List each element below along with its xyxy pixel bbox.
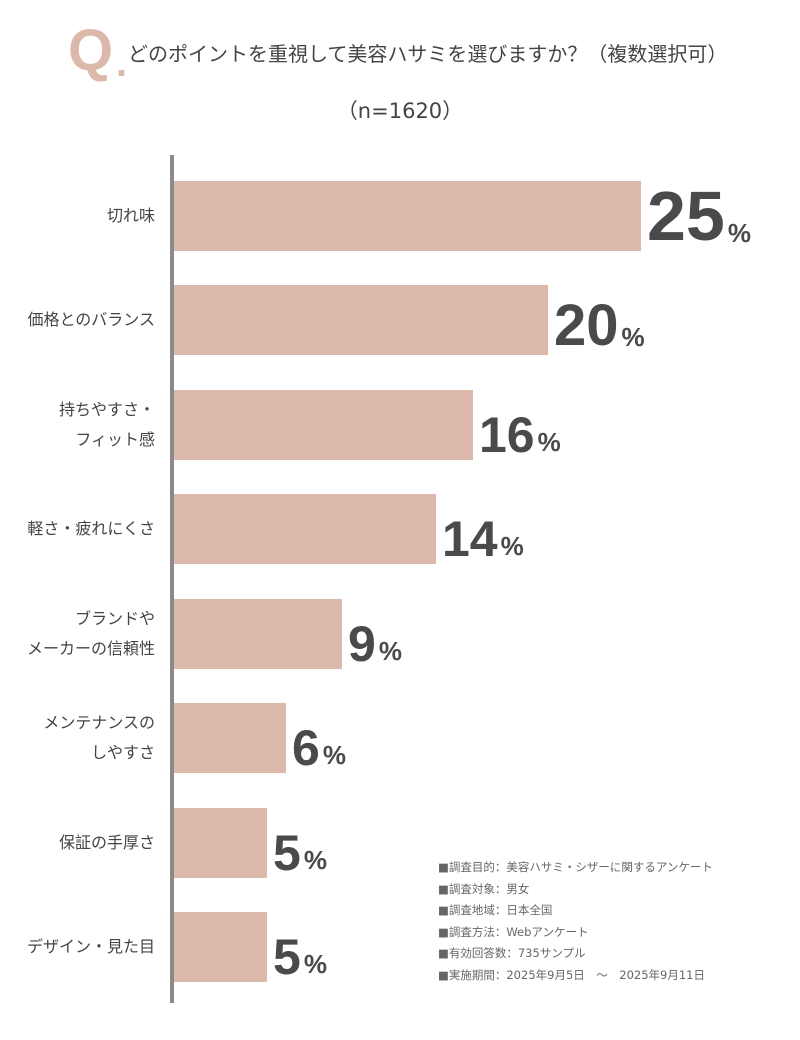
percent-sign: % — [303, 845, 327, 875]
bar-row: 価格とのバランス 20% — [0, 285, 800, 355]
note-region: ■調査地域：日本全国 — [438, 903, 553, 917]
category-label-line: 価格とのバランス — [27, 310, 155, 329]
value-number: 14 — [442, 511, 498, 567]
percent-sign: % — [500, 531, 524, 561]
bar — [174, 181, 641, 251]
chart-title: Q . どのポイントを重視して美容ハサミを選びますか？（複数選択可） — [68, 18, 768, 85]
question-text: どのポイントを重視して美容ハサミを選びますか？（複数選択可） — [128, 42, 728, 66]
category-label-line: メーカーの信頼性 — [26, 639, 155, 658]
bar — [174, 703, 286, 773]
value-number: 9 — [348, 616, 376, 672]
category-label-line: デザイン・見た目 — [26, 937, 155, 956]
bar — [174, 912, 267, 982]
value-number: 5 — [273, 929, 301, 985]
bar-row: 切れ味 25% — [0, 181, 800, 251]
value-number: 5 — [273, 825, 301, 881]
value-label: 14% — [442, 494, 524, 564]
percent-sign: % — [303, 949, 327, 979]
note-target: ■調査対象：男女 — [438, 881, 530, 896]
sample-size: （n=1620） — [336, 99, 464, 123]
value-label: 25% — [647, 181, 751, 251]
category-label: 軽さ・疲れにくさ — [27, 494, 155, 564]
bar-row: メンテナンスのしやすさ 6% — [0, 703, 800, 773]
bar-row: デザイン・見た目 5% — [0, 912, 800, 982]
category-label: 価格とのバランス — [27, 285, 155, 355]
category-label-line: 切れ味 — [106, 206, 155, 225]
category-label: ブランドやメーカーの信頼性 — [27, 599, 155, 669]
category-label-line: 持ちやすさ・ — [58, 400, 155, 419]
value-number: 20 — [554, 293, 619, 358]
value-label: 9% — [348, 599, 402, 669]
bar — [174, 285, 548, 355]
value-label: 20% — [554, 285, 645, 355]
note-purpose: ■調査目的：美容ハサミ・シザーに関するアンケート — [438, 860, 713, 874]
value-number: 25 — [647, 177, 725, 255]
note-responses: ■有効回答数：735サンプル — [438, 946, 586, 960]
value-label: 5% — [273, 808, 327, 878]
percent-sign: % — [727, 218, 751, 248]
category-label: 持ちやすさ・フィット感 — [59, 390, 155, 460]
category-label-line: フィット感 — [75, 430, 155, 449]
bar — [174, 808, 267, 878]
value-number: 16 — [479, 407, 535, 463]
q-dot: . — [116, 41, 128, 85]
category-label: メンテナンスのしやすさ — [43, 703, 155, 773]
percent-sign: % — [537, 427, 561, 457]
value-label: 5% — [273, 912, 327, 982]
y-axis-line — [170, 155, 174, 1003]
percent-sign: % — [322, 740, 346, 770]
bar-row: 持ちやすさ・フィット感 16% — [0, 390, 800, 460]
bar-row: 保証の手厚さ 5% — [0, 808, 800, 878]
survey-notes: ■調査目的：美容ハサミ・シザーに関するアンケート ■調査対象：男女 ■調査地域：… — [438, 857, 713, 986]
value-label: 6% — [292, 703, 346, 773]
category-label-line: ブランドや — [74, 609, 155, 628]
category-label: デザイン・見た目 — [27, 912, 155, 982]
bar-row: ブランドやメーカーの信頼性 9% — [0, 599, 800, 669]
q-mark: Q — [68, 18, 113, 83]
bar — [174, 390, 473, 460]
category-label-line: 軽さ・疲れにくさ — [27, 519, 155, 538]
category-label: 保証の手厚さ — [59, 808, 155, 878]
bar — [174, 494, 436, 564]
value-label: 16% — [479, 390, 561, 460]
category-label-line: メンテナンスの — [43, 713, 155, 732]
category-label-line: しやすさ — [91, 743, 155, 762]
value-number: 6 — [292, 720, 320, 776]
category-label: 切れ味 — [107, 181, 155, 251]
percent-sign: % — [378, 636, 402, 666]
bar-row: 軽さ・疲れにくさ 14% — [0, 494, 800, 564]
note-method: ■調査方法：Webアンケート — [438, 924, 589, 939]
bar — [174, 599, 342, 669]
percent-sign: % — [621, 322, 645, 352]
category-label-line: 保証の手厚さ — [58, 833, 155, 852]
note-period: ■実施期間：2025年9月5日 ～ 2025年9月11日 — [438, 967, 705, 982]
